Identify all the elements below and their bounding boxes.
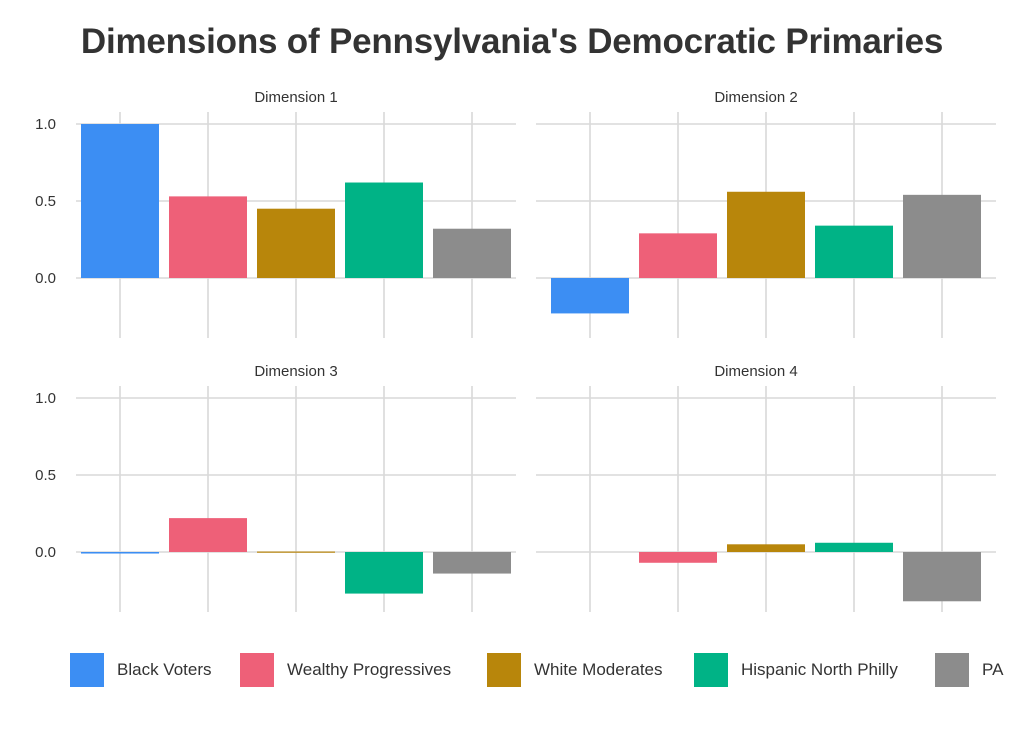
legend-item: PA <box>935 652 1003 688</box>
bar-white-moderates <box>727 191 805 278</box>
chart-title: Dimensions of Pennsylvania's Democratic … <box>80 22 944 61</box>
y-tick-label: 0.0 <box>35 270 56 287</box>
bar-wealthy-progressives <box>169 196 247 278</box>
bar-pa <box>903 194 981 278</box>
y-tick-label: 1.0 <box>35 116 56 133</box>
bar-white-moderates <box>727 544 805 552</box>
y-tick-label: 1.0 <box>35 390 56 407</box>
legend-label: Hispanic North Philly <box>741 660 898 679</box>
legend-swatch <box>70 653 104 687</box>
bar-pa <box>903 552 981 602</box>
facet-title: Dimension 1 <box>254 89 337 106</box>
legend-label: Wealthy Progressives <box>287 660 452 679</box>
legend-item: Wealthy Progressives <box>240 652 451 688</box>
bar-wealthy-progressives <box>169 518 247 552</box>
bar-black-voters <box>81 552 159 554</box>
legend-item: White Moderates <box>487 652 663 688</box>
bar-pa <box>433 552 511 574</box>
bar-white-moderates <box>257 208 335 278</box>
legend-label: PA <box>982 660 1004 679</box>
legend-swatch <box>694 653 728 687</box>
faceted-bar-chart: Dimension 1 0.0 0.5 1.0 Dimension 2 Dimension… <box>35 89 996 612</box>
bar-hispanic-north-philly <box>345 182 423 278</box>
facet-title: Dimension 3 <box>254 363 337 380</box>
bar-wealthy-progressives <box>639 552 717 563</box>
legend-swatch <box>487 653 521 687</box>
bar-black-voters <box>81 124 159 278</box>
legend-label: Black Voters <box>117 660 212 679</box>
legend-item: Black Voters <box>70 652 212 688</box>
bar-white-moderates <box>257 551 335 553</box>
legend-item: Hispanic North Philly <box>694 652 898 688</box>
y-tick-label: 0.5 <box>35 193 56 210</box>
y-tick-label: 0.0 <box>35 544 56 561</box>
bar-black-voters <box>551 278 629 314</box>
bar-wealthy-progressives <box>639 233 717 278</box>
legend: Black Voters Wealthy Progressives White Mo… <box>0 652 1024 692</box>
legend-swatch <box>240 653 274 687</box>
legend-label: White Moderates <box>534 660 663 679</box>
legend-swatch <box>935 653 969 687</box>
bar-hispanic-north-philly <box>815 225 893 278</box>
bar-pa <box>433 228 511 278</box>
facet-title: Dimension 4 <box>714 363 797 380</box>
y-tick-label: 0.5 <box>35 467 56 484</box>
bar-hispanic-north-philly <box>815 542 893 552</box>
bar-hispanic-north-philly <box>345 552 423 594</box>
facet-title: Dimension 2 <box>714 89 797 106</box>
